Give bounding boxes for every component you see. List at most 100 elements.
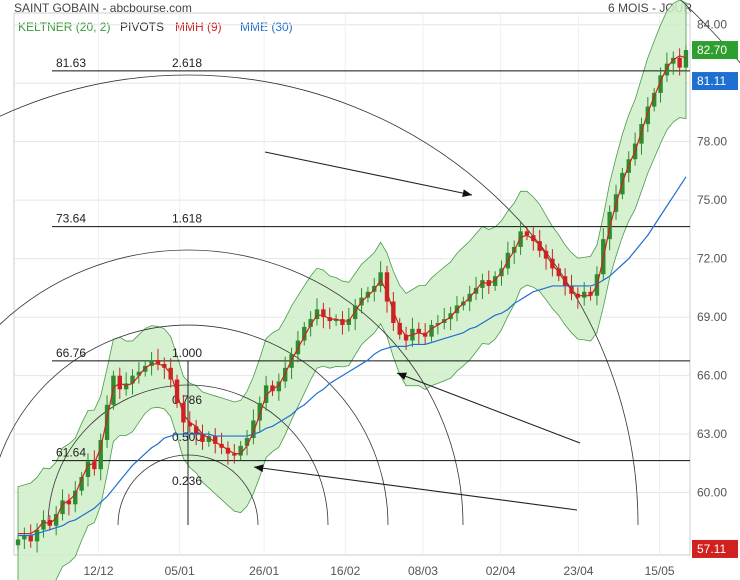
candle-body [486, 280, 491, 286]
candle-body [123, 383, 129, 390]
candle-body [257, 402, 262, 421]
candle-body [136, 371, 142, 376]
candle-body [473, 287, 479, 294]
candle-body [588, 291, 593, 296]
candle-body [480, 280, 485, 288]
candle-body [79, 477, 84, 491]
legend-mme[interactable]: MME (30) [240, 20, 293, 34]
candle-body [645, 106, 651, 125]
fib-price-label: 61.64 [56, 446, 86, 460]
fib-ratio-label: 2.618 [172, 56, 202, 70]
candle-body [448, 313, 453, 320]
y-tick-label: 66.00 [697, 369, 727, 383]
y-tick-label: 75.00 [697, 193, 727, 207]
fib-price-label: 81.63 [56, 56, 86, 70]
fib-ratio-label: 1.000 [172, 346, 202, 360]
candle-body [671, 57, 676, 64]
y-tick-label: 84.00 [697, 18, 727, 32]
candle-body [524, 231, 530, 236]
candle-body [98, 439, 103, 470]
candle-body [187, 422, 192, 427]
candle-body [193, 426, 199, 435]
candle-body [531, 235, 536, 242]
candle-body [639, 124, 644, 144]
candle-body [677, 57, 682, 68]
candle-body [582, 291, 587, 298]
candle-body [251, 420, 256, 439]
candle-body [149, 360, 154, 366]
x-tick-label: 26/01 [249, 564, 279, 578]
price-badge [692, 41, 738, 60]
candle-body [238, 445, 243, 456]
x-tick-label: 15/05 [645, 564, 675, 578]
price-badge-label: 82.70 [697, 43, 727, 57]
fib-arc-0786 [0, 249, 464, 526]
mmh9-line [18, 55, 687, 535]
candle-body [416, 328, 421, 333]
candle-body [85, 461, 91, 478]
candle-body [47, 519, 53, 526]
candle-body [60, 500, 65, 515]
candle-body [664, 63, 670, 76]
x-tick-label: 23/04 [563, 564, 593, 578]
trend-arrow-2-head [397, 372, 407, 380]
candle-body [384, 272, 390, 302]
price-badge-label: 81.11 [697, 74, 726, 88]
candle-body [73, 490, 78, 505]
keltner-band [17, 0, 687, 580]
candle-body [104, 404, 110, 440]
candle-body [263, 385, 269, 403]
y-tick-label: 60.00 [697, 486, 727, 500]
candle-body [346, 319, 352, 325]
x-tick-label: 12/12 [83, 564, 113, 578]
candle-body [41, 519, 46, 530]
x-tick-label: 05/01 [165, 564, 195, 578]
fib-ratio-label: 1.618 [172, 212, 202, 226]
candle-body [340, 319, 345, 325]
candle-body [22, 535, 27, 540]
candle-body [174, 379, 180, 403]
mme30-line [18, 176, 687, 537]
legend-pivots[interactable]: PIVOTS [120, 20, 165, 34]
trend-arrow-1-head [462, 189, 472, 197]
y-tick-label: 63.00 [697, 427, 727, 441]
price-badge [692, 539, 738, 558]
y-tick-label: 69.00 [697, 310, 727, 324]
plot-frame [13, 12, 691, 556]
candle-body [397, 322, 402, 335]
candle-body [492, 276, 498, 286]
candle-body [130, 375, 135, 384]
candle-body [225, 447, 231, 454]
x-tick-label: 16/02 [330, 564, 360, 578]
candle-body [117, 375, 122, 390]
candle-body [28, 535, 33, 542]
y-tick-label: 78.00 [697, 135, 727, 149]
legend-mmh[interactable]: MMH (9) [175, 20, 222, 34]
candle-body [232, 453, 237, 456]
candle-body [213, 436, 218, 444]
candle-body [15, 539, 21, 546]
price-badge-label: 57.11 [697, 542, 726, 556]
candle-body [651, 92, 657, 107]
candle-body [308, 319, 313, 327]
candle-body [206, 436, 212, 442]
x-tick-label: 02/04 [486, 564, 516, 578]
candle-body [683, 50, 689, 68]
fib-inner-ratio-label: 0.236 [172, 474, 202, 488]
y-tick-label: 72.00 [697, 252, 727, 266]
candle-body [435, 322, 441, 325]
fib-arc-0500 [0, 324, 389, 526]
candle-body [658, 75, 663, 93]
candle-body [321, 309, 326, 318]
x-tick-label: 08/03 [408, 564, 438, 578]
legend-keltner[interactable]: KELTNER (20, 2) [18, 20, 111, 34]
fib-price-label: 66.76 [56, 346, 86, 360]
candle-body [244, 438, 250, 446]
candle-body [314, 309, 320, 320]
candle-body [403, 334, 409, 341]
fib-price-label: 73.64 [56, 212, 86, 226]
candle-body [200, 434, 205, 442]
candle-body [66, 500, 72, 505]
candle-body [143, 365, 148, 372]
